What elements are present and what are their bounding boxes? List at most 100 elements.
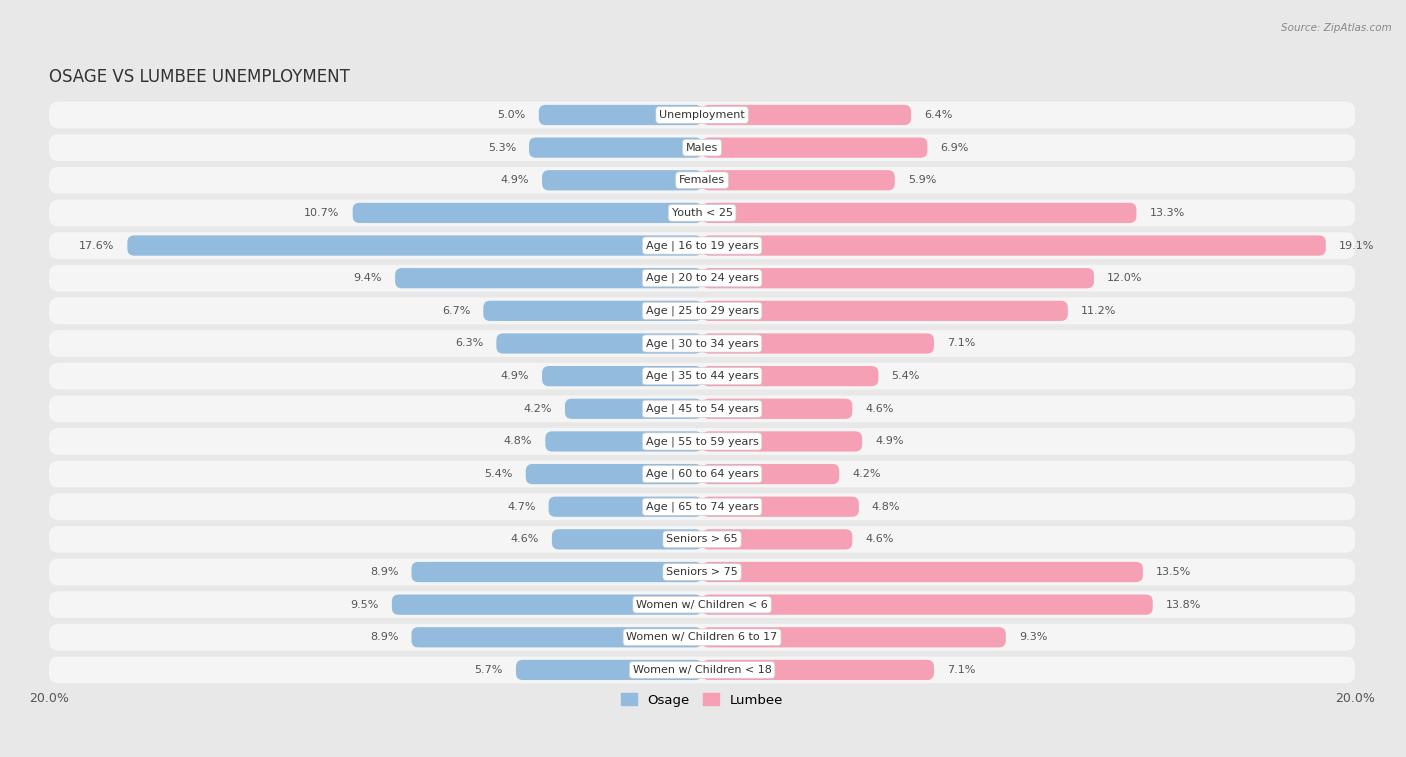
Text: Source: ZipAtlas.com: Source: ZipAtlas.com bbox=[1281, 23, 1392, 33]
FancyBboxPatch shape bbox=[49, 461, 1355, 488]
FancyBboxPatch shape bbox=[546, 431, 702, 451]
FancyBboxPatch shape bbox=[529, 138, 702, 157]
Text: 5.3%: 5.3% bbox=[488, 142, 516, 153]
FancyBboxPatch shape bbox=[353, 203, 702, 223]
FancyBboxPatch shape bbox=[565, 399, 702, 419]
Text: 13.8%: 13.8% bbox=[1166, 600, 1201, 609]
FancyBboxPatch shape bbox=[702, 431, 862, 451]
Text: 5.0%: 5.0% bbox=[498, 110, 526, 120]
Text: 9.3%: 9.3% bbox=[1019, 632, 1047, 642]
FancyBboxPatch shape bbox=[702, 170, 894, 191]
FancyBboxPatch shape bbox=[49, 559, 1355, 585]
FancyBboxPatch shape bbox=[49, 101, 1355, 129]
FancyBboxPatch shape bbox=[516, 660, 702, 680]
FancyBboxPatch shape bbox=[702, 627, 1005, 647]
FancyBboxPatch shape bbox=[49, 265, 1355, 291]
Text: 4.6%: 4.6% bbox=[865, 534, 894, 544]
Text: Women w/ Children 6 to 17: Women w/ Children 6 to 17 bbox=[627, 632, 778, 642]
Text: Females: Females bbox=[679, 176, 725, 185]
Text: Women w/ Children < 6: Women w/ Children < 6 bbox=[637, 600, 768, 609]
FancyBboxPatch shape bbox=[49, 656, 1355, 684]
Text: 6.4%: 6.4% bbox=[924, 110, 952, 120]
FancyBboxPatch shape bbox=[49, 134, 1355, 161]
FancyBboxPatch shape bbox=[49, 200, 1355, 226]
FancyBboxPatch shape bbox=[395, 268, 702, 288]
FancyBboxPatch shape bbox=[484, 301, 702, 321]
FancyBboxPatch shape bbox=[702, 399, 852, 419]
Text: Age | 30 to 34 years: Age | 30 to 34 years bbox=[645, 338, 758, 349]
FancyBboxPatch shape bbox=[702, 562, 1143, 582]
Text: 9.5%: 9.5% bbox=[350, 600, 378, 609]
Text: Age | 25 to 29 years: Age | 25 to 29 years bbox=[645, 306, 759, 316]
Text: 4.9%: 4.9% bbox=[501, 176, 529, 185]
FancyBboxPatch shape bbox=[526, 464, 702, 484]
FancyBboxPatch shape bbox=[702, 660, 934, 680]
FancyBboxPatch shape bbox=[49, 526, 1355, 553]
Text: Age | 55 to 59 years: Age | 55 to 59 years bbox=[645, 436, 758, 447]
FancyBboxPatch shape bbox=[128, 235, 702, 256]
FancyBboxPatch shape bbox=[702, 301, 1067, 321]
Text: 9.4%: 9.4% bbox=[353, 273, 382, 283]
FancyBboxPatch shape bbox=[49, 298, 1355, 324]
Text: 8.9%: 8.9% bbox=[370, 567, 398, 577]
FancyBboxPatch shape bbox=[49, 167, 1355, 194]
Text: 4.8%: 4.8% bbox=[503, 437, 533, 447]
Text: 4.2%: 4.2% bbox=[852, 469, 880, 479]
Text: Women w/ Children < 18: Women w/ Children < 18 bbox=[633, 665, 772, 675]
FancyBboxPatch shape bbox=[702, 529, 852, 550]
Text: 13.5%: 13.5% bbox=[1156, 567, 1191, 577]
Legend: Osage, Lumbee: Osage, Lumbee bbox=[616, 688, 789, 712]
FancyBboxPatch shape bbox=[538, 105, 702, 125]
Text: 19.1%: 19.1% bbox=[1339, 241, 1374, 251]
Text: 6.3%: 6.3% bbox=[456, 338, 484, 348]
FancyBboxPatch shape bbox=[392, 594, 702, 615]
FancyBboxPatch shape bbox=[412, 627, 702, 647]
FancyBboxPatch shape bbox=[702, 366, 879, 386]
FancyBboxPatch shape bbox=[49, 591, 1355, 618]
Text: 13.3%: 13.3% bbox=[1150, 208, 1185, 218]
Text: 6.9%: 6.9% bbox=[941, 142, 969, 153]
Text: 5.9%: 5.9% bbox=[908, 176, 936, 185]
Text: 4.9%: 4.9% bbox=[875, 437, 904, 447]
FancyBboxPatch shape bbox=[49, 624, 1355, 651]
Text: 8.9%: 8.9% bbox=[370, 632, 398, 642]
FancyBboxPatch shape bbox=[496, 333, 702, 354]
Text: 4.6%: 4.6% bbox=[510, 534, 538, 544]
Text: 17.6%: 17.6% bbox=[79, 241, 114, 251]
Text: 10.7%: 10.7% bbox=[304, 208, 340, 218]
FancyBboxPatch shape bbox=[702, 138, 928, 157]
Text: Seniors > 65: Seniors > 65 bbox=[666, 534, 738, 544]
Text: 11.2%: 11.2% bbox=[1081, 306, 1116, 316]
FancyBboxPatch shape bbox=[702, 594, 1153, 615]
Text: 5.4%: 5.4% bbox=[484, 469, 513, 479]
Text: Unemployment: Unemployment bbox=[659, 110, 745, 120]
FancyBboxPatch shape bbox=[49, 363, 1355, 390]
FancyBboxPatch shape bbox=[702, 464, 839, 484]
Text: 5.7%: 5.7% bbox=[474, 665, 503, 675]
FancyBboxPatch shape bbox=[543, 366, 702, 386]
Text: 4.6%: 4.6% bbox=[865, 403, 894, 414]
Text: 4.9%: 4.9% bbox=[501, 371, 529, 381]
Text: Males: Males bbox=[686, 142, 718, 153]
Text: 7.1%: 7.1% bbox=[948, 665, 976, 675]
FancyBboxPatch shape bbox=[702, 333, 934, 354]
FancyBboxPatch shape bbox=[49, 395, 1355, 422]
FancyBboxPatch shape bbox=[702, 235, 1326, 256]
Text: Age | 60 to 64 years: Age | 60 to 64 years bbox=[645, 469, 758, 479]
FancyBboxPatch shape bbox=[49, 494, 1355, 520]
FancyBboxPatch shape bbox=[412, 562, 702, 582]
Text: 4.8%: 4.8% bbox=[872, 502, 900, 512]
Text: 4.2%: 4.2% bbox=[523, 403, 553, 414]
FancyBboxPatch shape bbox=[49, 428, 1355, 455]
Text: Seniors > 75: Seniors > 75 bbox=[666, 567, 738, 577]
FancyBboxPatch shape bbox=[702, 203, 1136, 223]
FancyBboxPatch shape bbox=[702, 268, 1094, 288]
Text: 4.7%: 4.7% bbox=[508, 502, 536, 512]
Text: 7.1%: 7.1% bbox=[948, 338, 976, 348]
Text: Age | 45 to 54 years: Age | 45 to 54 years bbox=[645, 403, 758, 414]
Text: 5.4%: 5.4% bbox=[891, 371, 920, 381]
FancyBboxPatch shape bbox=[543, 170, 702, 191]
Text: OSAGE VS LUMBEE UNEMPLOYMENT: OSAGE VS LUMBEE UNEMPLOYMENT bbox=[49, 68, 350, 86]
Text: Youth < 25: Youth < 25 bbox=[672, 208, 733, 218]
FancyBboxPatch shape bbox=[49, 330, 1355, 357]
